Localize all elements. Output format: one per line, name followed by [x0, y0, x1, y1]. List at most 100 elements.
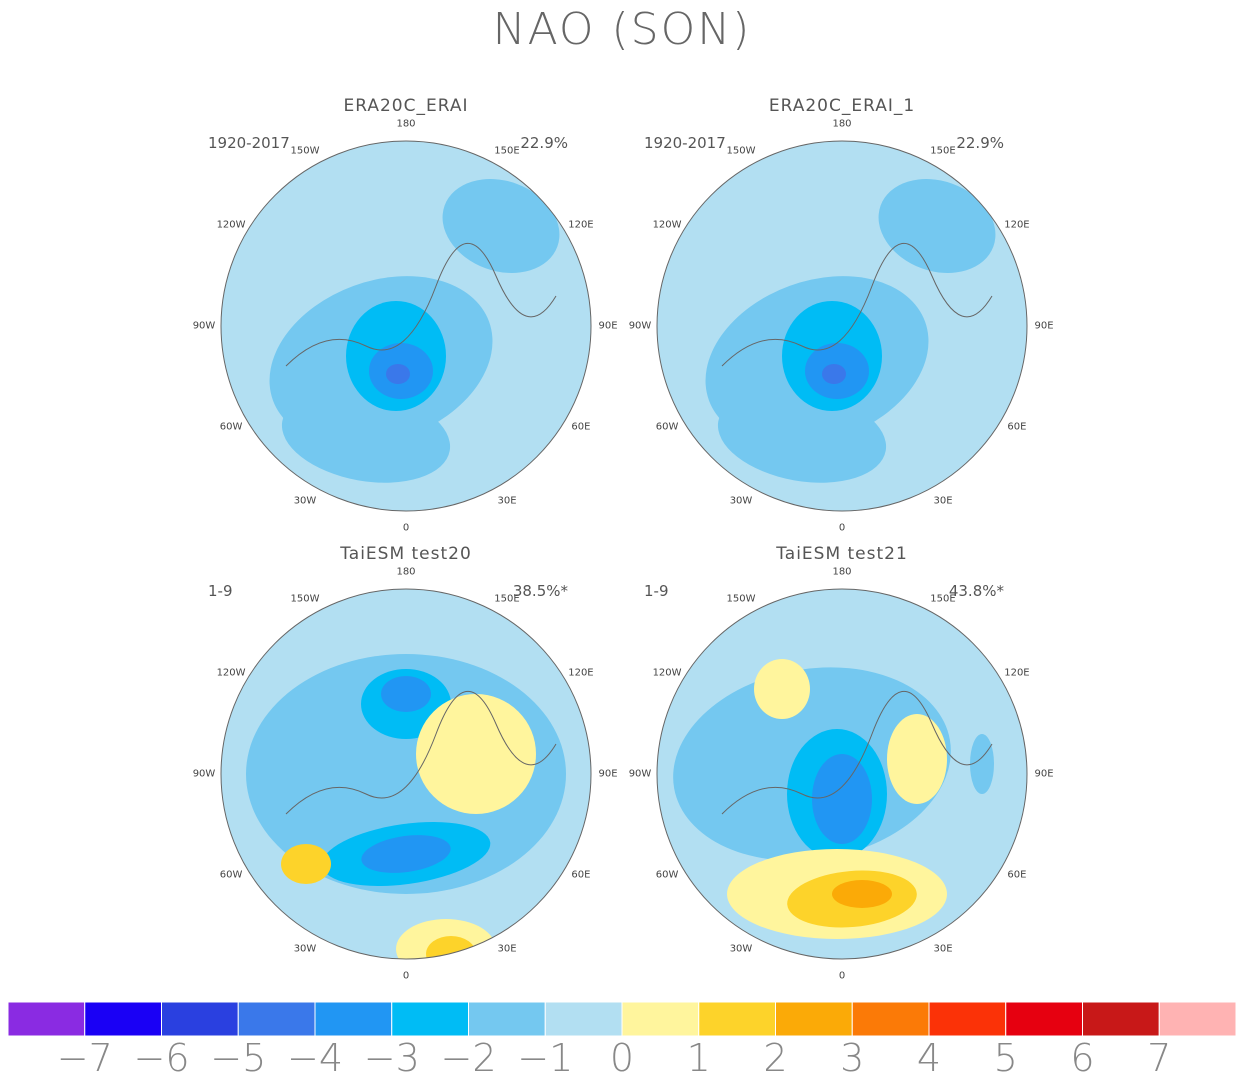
longitude-label: 60W [655, 421, 679, 433]
colorbar-tick-label: 2 [763, 1036, 788, 1080]
contour-shade [381, 676, 431, 712]
map-panel: TaiESM test21 1-9 43.8%* 180 150E 120E 90E 60E 3… [628, 544, 1054, 984]
panel-period: 1-9 [208, 582, 233, 600]
colorbar-swatch [1082, 1001, 1160, 1037]
colorbar-swatch [544, 1001, 623, 1037]
longitude-label: 60W [219, 421, 243, 433]
longitude-label: 30W [293, 495, 317, 507]
longitude-label: 60E [1007, 869, 1027, 881]
longitude-label: 60W [219, 869, 243, 881]
colorbar-swatch [237, 1001, 316, 1037]
colorbar-swatch [1005, 1001, 1083, 1037]
contour-shade [754, 659, 810, 719]
longitude-label: 90W [628, 768, 652, 780]
colorbar-swatch [391, 1001, 469, 1037]
longitude-label: 0 [402, 522, 410, 534]
panel-period: 1920-2017 [208, 134, 290, 152]
colorbar-swatch [468, 1001, 546, 1037]
longitude-label: 150W [290, 145, 320, 157]
longitude-label: 150E [930, 145, 956, 157]
contour-shade [970, 734, 994, 794]
map-boundary [220, 140, 592, 512]
longitude-label: 90E [598, 768, 618, 780]
colorbar-tick-label: 7 [1147, 1036, 1172, 1080]
longitude-label: 30E [933, 943, 953, 955]
colorbar-tick-label: 4 [916, 1036, 942, 1080]
colorbar-tick-label: −5 [210, 1036, 267, 1080]
longitude-label: 180 [832, 118, 852, 130]
panel-title: TaiESM test21 [776, 544, 908, 564]
colorbar-tick-label: −3 [363, 1036, 420, 1080]
panel-title: ERA20C_ERAI [343, 96, 469, 116]
longitude-label: 90E [1034, 320, 1054, 332]
longitude-label: 150W [726, 593, 756, 605]
colorbar-tick-label: 0 [609, 1036, 635, 1080]
longitude-label: 180 [832, 566, 852, 578]
colorbar-swatch [621, 1001, 700, 1037]
panel-title: ERA20C_ERAI_1 [768, 96, 916, 116]
contour-shade [442, 178, 560, 274]
longitude-label: 120E [1004, 219, 1030, 231]
contour-shade [887, 714, 947, 804]
longitude-label: 90W [628, 320, 652, 332]
coastline [285, 691, 557, 815]
colorbar-tick-label: 1 [686, 1036, 711, 1080]
contour-shade [426, 936, 476, 959]
longitude-label: 150W [290, 593, 320, 605]
contour-shade [822, 364, 846, 384]
contour-shade [361, 835, 451, 873]
contour-shade [386, 364, 410, 384]
colorbar-tick-label: 6 [1070, 1036, 1095, 1080]
contour-shade [416, 694, 536, 814]
longitude-label: 90W [192, 320, 216, 332]
coastline [721, 691, 993, 815]
longitude-label: 30E [497, 495, 517, 507]
polar-map [656, 140, 1028, 512]
colorbar-swatch [7, 1001, 86, 1037]
colorbar-swatch [314, 1001, 393, 1037]
longitude-label: 0 [838, 970, 846, 982]
panel-period: 1920-2017 [644, 134, 726, 152]
longitude-label: 120E [1004, 667, 1030, 679]
page-title: NAO (SON) [492, 4, 752, 55]
colorbar-swatch [928, 1001, 1007, 1037]
colorbar-tick-label: 3 [840, 1036, 865, 1080]
longitude-label: 90E [1034, 768, 1054, 780]
contour-shade [281, 389, 451, 483]
longitude-label: 120E [568, 667, 594, 679]
contour-shade [878, 178, 996, 274]
colorbar-tick-label: −2 [440, 1036, 497, 1080]
longitude-label: 120W [216, 219, 246, 231]
colorbar-tick-label: −1 [517, 1036, 574, 1080]
longitude-label: 60E [571, 421, 591, 433]
polar-map [220, 140, 592, 512]
longitude-label: 90W [192, 768, 216, 780]
longitude-label: 60E [1007, 421, 1027, 433]
colorbar-swatch [161, 1001, 239, 1037]
longitude-label: 150E [494, 593, 520, 605]
colorbar-tick-label: 5 [993, 1036, 1018, 1080]
longitude-label: 150E [494, 145, 520, 157]
longitude-label: 0 [838, 522, 846, 534]
longitude-label: 60W [655, 869, 679, 881]
explained-variance: 38.5%* [512, 582, 568, 600]
contour-shade [306, 509, 382, 511]
map-panel: TaiESM test20 1-9 38.5%* 180 150E 120E 90E 60E 3… [192, 544, 618, 984]
longitude-label: 30W [293, 943, 317, 955]
panel-period: 1-9 [644, 582, 669, 600]
longitude-label: 30W [729, 943, 753, 955]
longitude-label: 180 [396, 566, 416, 578]
colorbar-swatch [1158, 1001, 1237, 1037]
map-panel: ERA20C_ERAI_1 1920-2017 22.9% 180 150E 120E 90… [628, 96, 1054, 536]
contour-shade [742, 509, 818, 511]
colorbar-swatch [84, 1001, 162, 1037]
longitude-label: 30W [729, 495, 753, 507]
colorbar [7, 1001, 1237, 1037]
colorbar-swatch [698, 1001, 776, 1037]
contour-shade [281, 844, 331, 884]
colorbar-swatch [851, 1001, 930, 1037]
longitude-label: 120W [216, 667, 246, 679]
explained-variance: 22.9% [956, 134, 1004, 152]
longitude-label: 150E [930, 593, 956, 605]
colorbar-swatch [775, 1001, 853, 1037]
